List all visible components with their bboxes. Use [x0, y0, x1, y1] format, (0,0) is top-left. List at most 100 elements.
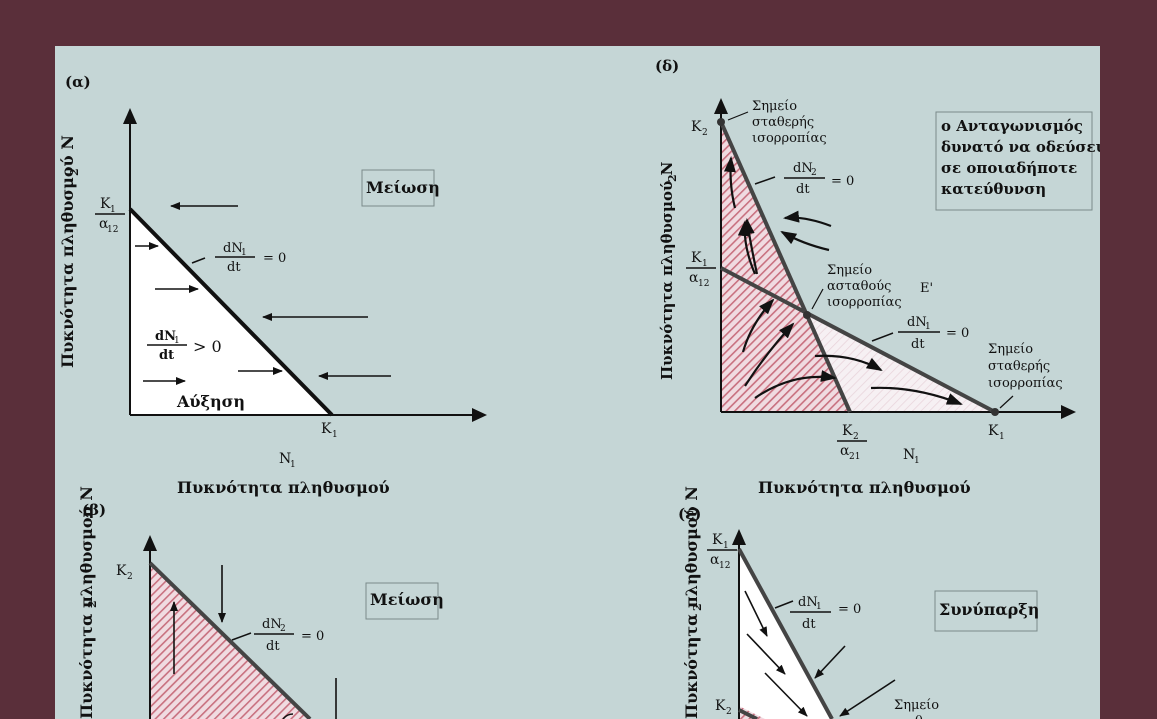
panel-e-point-label: Σημείο — [894, 698, 939, 713]
svg-text:dN: dN — [155, 329, 176, 344]
svg-text:K: K — [715, 698, 726, 714]
svg-text:1: 1 — [925, 322, 931, 332]
svg-text:21: 21 — [849, 452, 860, 462]
svg-text:= 0: = 0 — [946, 326, 969, 341]
svg-text:1: 1 — [110, 205, 116, 215]
svg-text:1: 1 — [241, 248, 247, 258]
svg-text:1: 1 — [332, 430, 338, 440]
panel-a-growth-condition: dN 1 dt > 0 — [147, 329, 222, 363]
panel-d-isocline-n1-label: dN 1 dt = 0 — [871, 315, 969, 352]
svg-text:dt: dt — [802, 617, 816, 632]
svg-text:12: 12 — [698, 279, 709, 289]
svg-text:1: 1 — [174, 336, 180, 346]
panel-a-isocline-label: dN 1 dt = 0 — [191, 241, 286, 275]
panel-d-x-arrow — [1061, 405, 1076, 419]
panel-a-growth-text: Αύξηση — [176, 392, 245, 411]
svg-text:dt: dt — [159, 348, 174, 363]
svg-text:2: 2 — [811, 168, 817, 178]
panel-d-unstable-label: Σημείο ασταθούς ισορροπίας — [811, 263, 902, 310]
panel-b-flow-arrows — [170, 565, 337, 719]
panel-e-coexist-text: Συνύπαρξη — [939, 600, 1039, 619]
panel-e-k2-tick: K 2 — [715, 698, 732, 717]
panel-e-k1-alpha-tick: K 1 α 12 — [707, 532, 737, 571]
svg-text:K: K — [842, 423, 853, 439]
svg-text:= 0: = 0 — [838, 602, 861, 617]
svg-text:α: α — [689, 270, 699, 286]
svg-text:K: K — [712, 532, 723, 548]
panel-e-label: (ε) — [678, 505, 701, 523]
svg-text:N: N — [279, 451, 291, 467]
panel-e-y-label: Πυκνότητα πληθυσμού N — [682, 486, 701, 719]
panel-d-k1-alpha-tick: K 1 α 12 — [686, 250, 716, 289]
svg-text:1: 1 — [290, 460, 296, 470]
panel-b-label: (β) — [82, 501, 106, 519]
panel-e-coexist-box — [934, 590, 1038, 632]
panel-d: (δ) Πυκνότητα πληθυσμού N 2 K 2 K 1 α 12… — [655, 57, 1100, 497]
panel-a-label: (α) — [65, 73, 91, 91]
panel-d-n1-axis-label: N 1 — [903, 447, 920, 466]
svg-text:1: 1 — [702, 259, 708, 269]
svg-text:2: 2 — [280, 624, 286, 634]
svg-text:α: α — [99, 216, 109, 232]
panel-d-stable-top-label: Σημείο σταθερής ισορροπίας — [727, 99, 827, 146]
panel-e-flow-arrows — [744, 590, 896, 717]
svg-text:1: 1 — [914, 456, 920, 466]
panel-a-flow-arrows — [135, 202, 391, 385]
svg-text:α: α — [840, 443, 850, 459]
svg-text:dt: dt — [911, 337, 925, 352]
svg-text:K: K — [988, 423, 999, 439]
panel-a-decline-text: Μείωση — [366, 178, 440, 197]
svg-text:dN: dN — [223, 241, 243, 256]
panel-b-isocline-label: dN 2 dt = 0 — [231, 617, 324, 654]
svg-text:ασταθούς: ασταθούς — [827, 279, 891, 294]
panel-e-isocline-label: dN 1 dt = 0 — [774, 595, 861, 632]
panel-a-y-label-sub: 2 — [68, 168, 81, 176]
panel-d-k2-alpha-tick: K 2 α 21 — [837, 423, 867, 462]
panel-d-e-label: E' — [920, 281, 933, 296]
svg-text:N: N — [903, 447, 915, 463]
panel-d-x-label: Πυκνότητα πληθυσμού — [758, 478, 971, 497]
svg-text:1: 1 — [816, 602, 822, 612]
panel-e-y-arrow — [732, 529, 746, 545]
svg-text:Σημείο: Σημείο — [752, 99, 797, 114]
panel-a-k1-tick: K 1 — [321, 421, 338, 440]
panel-a: (α) Πυκνότητα πληθυσμού N 2 K 1 α 12 K 1… — [58, 73, 487, 497]
svg-text:dN: dN — [262, 617, 282, 632]
svg-text:1: 1 — [723, 541, 729, 551]
panel-e-region-species2 — [739, 706, 765, 719]
panel-d-isocline-n1 — [720, 266, 996, 414]
panel-d-k1-tick: K 1 — [988, 423, 1005, 442]
svg-text:= 0: = 0 — [301, 629, 324, 644]
panel-d-stable-right-label: Σημείο σταθερής ισορροπίας — [988, 342, 1063, 409]
panel-d-unstable-point — [803, 311, 811, 319]
panel-a-x-arrow — [472, 408, 487, 422]
svg-text:dN: dN — [793, 161, 813, 176]
panel-a-n1-axis-label: N 1 — [279, 451, 296, 470]
panel-d-y-label: Πυκνότητα πληθυσμού N — [658, 161, 676, 380]
panel-e-isocline-n1 — [737, 548, 834, 719]
svg-text:= 0: = 0 — [263, 251, 286, 266]
panel-a-k1-alpha-tick: K 1 α 12 — [95, 196, 125, 235]
panel-b-k2-tick: K 2 — [116, 563, 133, 582]
svg-text:α: α — [710, 552, 720, 568]
panel-d-k2-tick: K 2 — [691, 119, 708, 138]
panel-a-isocline — [128, 207, 334, 417]
svg-text:dN: dN — [907, 315, 927, 330]
svg-text:1: 1 — [999, 432, 1005, 442]
competition-isoclines-figure: (α) Πυκνότητα πληθυσμού N 2 K 1 α 12 K 1… — [58, 57, 1100, 719]
svg-text:12: 12 — [719, 561, 730, 571]
svg-text:ισορροπίας: ισορροπίας — [752, 131, 827, 146]
svg-text:2: 2 — [127, 572, 133, 582]
panel-b-y-arrow — [143, 535, 157, 551]
svg-text:2: 2 — [726, 707, 732, 717]
panel-d-label: (δ) — [655, 57, 679, 75]
panel-e: (ε) Πυκνότητα πληθυσμού N 2 K 1 α 12 K 2… — [678, 486, 1039, 719]
panel-e-y-label-sub: 2 — [691, 603, 704, 611]
panel-d-y-arrow — [714, 98, 728, 114]
panel-d-note-line-3: σε οποιαδήποτε — [941, 159, 1077, 177]
panel-d-isocline-n2-label: dN 2 dt = 0 — [754, 161, 854, 197]
panel-b: (β) Πυκνότητα πληθυσμού N 2 K 2 dN 2 dt … — [77, 486, 444, 719]
svg-text:dN: dN — [798, 595, 818, 610]
panel-e-point-label-cut: θ — [915, 714, 923, 719]
svg-text:ισορροπίας: ισορροπίας — [827, 295, 902, 310]
